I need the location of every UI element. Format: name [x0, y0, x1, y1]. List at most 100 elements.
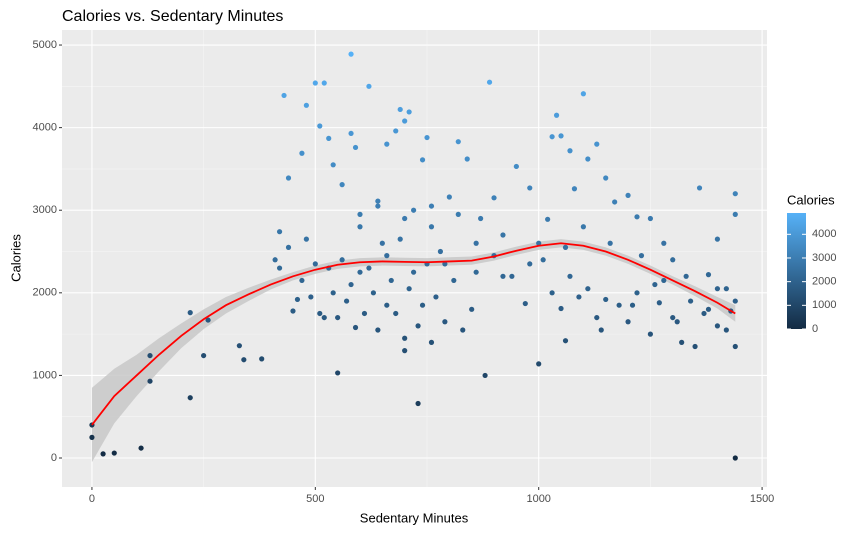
point [478, 215, 484, 222]
point [567, 148, 573, 154]
point [553, 112, 560, 118]
point [585, 286, 591, 292]
point [187, 310, 193, 316]
point [679, 339, 685, 345]
legend-label: 0 [812, 323, 818, 335]
point [634, 290, 640, 296]
point [187, 395, 193, 401]
point [670, 257, 676, 263]
point [688, 298, 694, 304]
point [585, 156, 591, 162]
point [536, 361, 542, 367]
point [661, 277, 667, 284]
point [513, 163, 519, 170]
point [312, 261, 318, 267]
point [321, 314, 327, 321]
point [451, 277, 457, 284]
x-tick-label: 1000 [526, 493, 550, 505]
point [473, 240, 479, 246]
point [612, 199, 618, 205]
point [343, 298, 350, 304]
point [205, 317, 211, 323]
point [348, 51, 354, 57]
point [366, 265, 372, 271]
point [285, 175, 292, 181]
point [469, 306, 475, 312]
point [312, 80, 318, 86]
point [455, 211, 461, 217]
point [419, 302, 426, 308]
point [647, 331, 653, 337]
chart-title: Calories vs. Sedentary Minutes [62, 8, 283, 25]
point [406, 109, 412, 115]
point [308, 294, 314, 300]
point [732, 343, 738, 350]
point [352, 324, 359, 331]
point [460, 327, 466, 333]
point [437, 248, 444, 255]
point [406, 286, 412, 292]
y-tick-label: 0 [51, 452, 57, 464]
point [348, 281, 354, 288]
point [558, 133, 564, 139]
legend-label: 2000 [812, 276, 836, 288]
x-tick-label: 1500 [750, 493, 774, 505]
x-tick-label: 0 [89, 493, 95, 505]
point [335, 314, 341, 321]
point [603, 296, 609, 303]
point [562, 244, 569, 250]
point [732, 211, 738, 217]
point [348, 130, 354, 137]
point [723, 286, 729, 292]
point [241, 357, 247, 363]
point [299, 277, 305, 284]
point [714, 286, 721, 292]
point [111, 450, 117, 456]
point [522, 300, 528, 307]
point [366, 83, 372, 89]
point [607, 240, 613, 246]
point [402, 348, 408, 354]
legend-label: 1000 [812, 299, 836, 311]
point [696, 185, 703, 191]
point [285, 244, 292, 250]
point [486, 79, 493, 85]
point [147, 352, 153, 359]
point [527, 261, 533, 267]
point [294, 296, 301, 303]
point [330, 162, 336, 168]
legend-title: Calories [787, 192, 835, 207]
point [411, 269, 417, 275]
point [357, 269, 363, 275]
point [545, 216, 551, 222]
point [576, 294, 582, 300]
point [397, 236, 403, 242]
point [638, 253, 645, 259]
point [357, 224, 363, 230]
point [442, 319, 448, 325]
point [705, 272, 712, 278]
smooth-line [91, 242, 736, 426]
point [339, 182, 345, 188]
point [536, 240, 542, 246]
point [388, 277, 394, 284]
point [290, 308, 296, 314]
point [598, 327, 604, 333]
point [89, 434, 95, 440]
point [714, 323, 721, 329]
point [509, 273, 515, 279]
point [670, 314, 676, 321]
point [562, 338, 569, 344]
point [276, 265, 283, 271]
point [375, 198, 381, 204]
y-tick-label: 3000 [33, 204, 57, 216]
point [594, 141, 600, 147]
y-axis-title: Calories [8, 234, 23, 282]
point [491, 195, 497, 201]
point [384, 253, 390, 259]
point [402, 335, 408, 341]
point [527, 185, 533, 191]
point [674, 319, 680, 325]
point [147, 378, 153, 384]
point [732, 455, 738, 461]
